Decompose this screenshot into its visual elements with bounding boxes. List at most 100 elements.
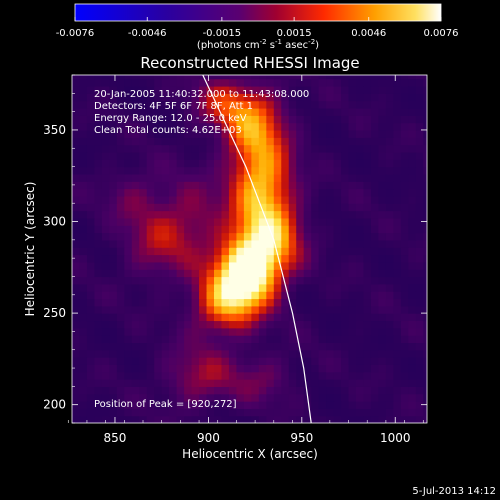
heatmap-pixel <box>236 254 245 263</box>
heatmap-pixel <box>415 173 424 182</box>
heatmap-pixel <box>131 313 140 322</box>
heatmap-pixel <box>273 85 282 94</box>
heatmap-pixel <box>281 93 290 102</box>
heatmap-pixel <box>281 107 290 116</box>
heatmap-pixel <box>273 342 282 351</box>
heatmap-pixel <box>169 93 178 102</box>
heatmap-pixel <box>109 122 118 131</box>
heatmap-pixel <box>228 408 238 417</box>
heatmap-pixel <box>393 261 402 270</box>
heatmap-pixel <box>109 349 118 358</box>
heatmap-pixel <box>116 371 125 380</box>
heatmap-pixel <box>236 408 245 417</box>
heatmap-pixel <box>176 166 185 175</box>
heatmap-pixel <box>109 291 118 300</box>
heatmap-pixel <box>109 239 118 248</box>
heatmap-pixel <box>139 357 148 365</box>
heatmap-pixel <box>258 415 267 423</box>
heatmap-pixel <box>400 291 409 300</box>
heatmap-pixel <box>109 415 118 423</box>
heatmap-pixel <box>169 129 178 138</box>
heatmap-pixel <box>154 327 163 336</box>
heatmap-pixel <box>184 357 193 365</box>
heatmap-pixel <box>385 401 394 409</box>
heatmap-pixel <box>101 408 110 417</box>
heatmap-pixel <box>184 78 193 87</box>
heatmap-pixel <box>139 137 148 146</box>
heatmap-pixel <box>86 386 96 395</box>
heatmap-pixel <box>176 313 185 322</box>
heatmap-pixel <box>423 100 427 109</box>
heatmap-pixel <box>415 357 424 365</box>
heatmap-pixel <box>184 261 193 270</box>
heatmap-pixel <box>378 247 387 256</box>
heatmap-pixel <box>94 283 103 292</box>
heatmap-pixel <box>94 247 103 256</box>
heatmap-pixel <box>131 151 140 160</box>
heatmap-pixel <box>385 408 394 417</box>
heatmap-pixel <box>415 408 424 417</box>
heatmap-pixel <box>288 320 297 329</box>
heatmap-pixel <box>86 342 96 351</box>
heatmap-pixel <box>72 379 81 387</box>
heatmap-pixel <box>228 305 238 314</box>
heatmap-pixel <box>154 173 163 182</box>
heatmap-pixel <box>116 100 125 109</box>
heatmap-pixel <box>356 349 365 358</box>
heatmap-pixel <box>303 93 312 102</box>
heatmap-pixel <box>258 217 267 226</box>
heatmap-pixel <box>214 371 223 380</box>
heatmap-pixel <box>326 195 335 204</box>
heatmap-pixel <box>131 144 140 153</box>
heatmap-pixel <box>281 371 290 380</box>
heatmap-pixel <box>79 166 88 175</box>
heatmap-pixel <box>378 232 387 241</box>
heatmap-pixel <box>199 107 208 116</box>
heatmap-pixel <box>79 298 88 307</box>
heatmap-pixel <box>393 291 402 300</box>
heatmap-pixel <box>94 144 103 153</box>
heatmap-pixel <box>109 320 118 329</box>
heatmap-pixel <box>393 379 402 387</box>
heatmap-pixel <box>423 298 427 307</box>
heatmap-pixel <box>206 342 215 351</box>
heatmap-pixel <box>79 115 88 124</box>
heatmap-pixel <box>318 393 327 402</box>
heatmap-pixel <box>161 305 170 314</box>
heatmap-pixel <box>385 349 394 358</box>
heatmap-pixel <box>370 188 380 197</box>
heatmap-pixel <box>341 313 350 322</box>
heatmap-pixel <box>370 232 380 241</box>
heatmap-pixel <box>333 159 342 168</box>
heatmap-pixel <box>243 144 252 153</box>
heatmap-pixel <box>116 195 125 204</box>
heatmap-pixel <box>191 159 200 168</box>
heatmap-pixel <box>124 357 133 365</box>
heatmap-pixel <box>318 210 327 219</box>
heatmap-pixel <box>400 195 409 204</box>
heatmap-pixel <box>214 78 223 87</box>
heatmap-pixel <box>146 349 155 358</box>
heatmap-pixel <box>154 100 163 109</box>
heatmap-pixel <box>199 122 208 131</box>
heatmap-pixel <box>370 195 380 204</box>
heatmap-pixel <box>199 291 208 300</box>
heatmap-pixel <box>258 122 267 131</box>
heatmap-pixel <box>101 93 110 102</box>
heatmap-pixel <box>72 415 81 423</box>
heatmap-pixel <box>385 181 394 190</box>
heatmap-pixel <box>266 401 275 409</box>
heatmap-pixel <box>228 85 238 94</box>
heatmap-pixel <box>221 210 230 219</box>
heatmap-pixel <box>206 261 215 270</box>
heatmap-pixel <box>131 408 140 417</box>
heatmap-pixel <box>124 254 133 263</box>
heatmap-pixel <box>161 269 170 278</box>
heatmap-pixel <box>288 137 297 146</box>
heatmap-pixel <box>288 379 297 387</box>
heatmap-pixel <box>206 349 215 358</box>
heatmap-pixel <box>191 203 200 212</box>
heatmap-pixel <box>236 93 245 102</box>
heatmap-pixel <box>258 298 267 307</box>
heatmap-pixel <box>86 349 96 358</box>
